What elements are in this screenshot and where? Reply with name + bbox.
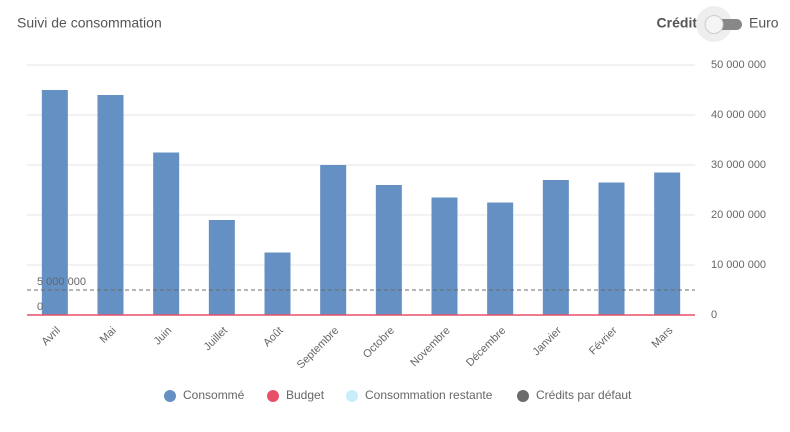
toggle[interactable]	[696, 6, 742, 42]
y-tick-label: 20 000 000	[711, 209, 766, 221]
x-tick-label: Septembre	[295, 325, 342, 372]
legend-swatch	[517, 390, 529, 402]
bar	[654, 172, 681, 315]
x-tick-label: Août	[261, 325, 285, 349]
bar	[97, 95, 124, 315]
y-tick-label: 10 000 000	[711, 259, 766, 271]
x-tick-label: Janvier	[530, 324, 564, 358]
bar	[153, 152, 180, 315]
toggle-left-label: Crédit	[657, 15, 698, 31]
toggle-right-label: Euro	[749, 15, 779, 31]
legend-label: Consommation restante	[365, 388, 493, 402]
legend-swatch	[164, 390, 176, 402]
x-tick-label: Mai	[98, 325, 119, 346]
legend-label: Consommé	[183, 388, 245, 402]
bar	[487, 202, 514, 315]
bar	[542, 180, 569, 315]
x-tick-label: Décembre	[464, 325, 508, 369]
x-tick-label: Avril	[40, 325, 63, 348]
x-tick-label: Novembre	[408, 325, 452, 369]
legend-swatch	[267, 390, 279, 402]
toggle-thumb	[704, 15, 724, 34]
x-tick-label: Février	[587, 324, 620, 357]
legend-label: Budget	[286, 388, 325, 402]
x-tick-label: Octobre	[361, 325, 397, 361]
y-tick-label: 0	[711, 309, 717, 321]
bar	[320, 165, 347, 315]
legend-swatch	[346, 390, 358, 402]
y-tick-label: 30 000 000	[711, 159, 766, 171]
x-tick-label: Juin	[152, 325, 175, 348]
legend-label: Crédits par défaut	[536, 388, 632, 402]
x-tick-label: Juillet	[202, 325, 230, 353]
bar	[431, 197, 458, 315]
chart-title: Suivi de consommation	[17, 15, 162, 31]
bar	[264, 252, 291, 315]
bar	[375, 185, 402, 315]
y-tick-label: 50 000 000	[711, 59, 766, 71]
bar	[208, 220, 235, 315]
x-tick-label: Mars	[650, 324, 676, 350]
line-label: 5 000 000	[37, 276, 86, 288]
bar	[41, 90, 68, 315]
line-label: 0	[37, 301, 43, 313]
bar	[598, 182, 625, 315]
y-tick-label: 40 000 000	[711, 109, 766, 121]
